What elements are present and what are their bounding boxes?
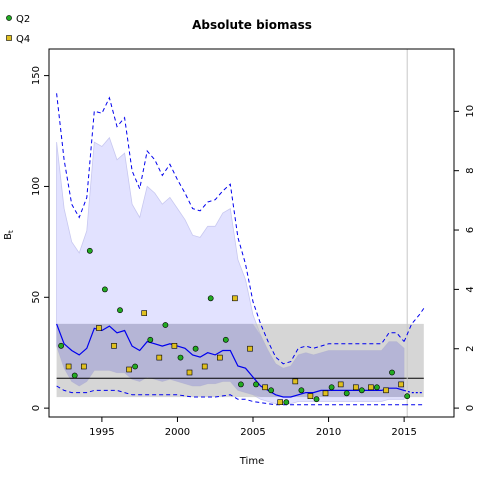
point-q2 — [58, 342, 64, 349]
point-q2 — [102, 286, 108, 293]
point-q4 — [277, 399, 284, 406]
x-tick-label: 2000 — [165, 427, 190, 438]
point-q4 — [156, 354, 163, 361]
point-q2 — [177, 354, 184, 361]
point-q4 — [383, 387, 389, 394]
legend-marker-q2 — [6, 15, 12, 21]
y2-axis: 0 2 4 6 8 10 — [454, 105, 476, 411]
plot-layer — [56, 49, 425, 417]
point-q2 — [253, 381, 259, 388]
point-q4 — [368, 384, 374, 391]
point-q4 — [65, 363, 72, 370]
point-q4 — [126, 366, 132, 373]
point-q2 — [373, 384, 380, 391]
point-q4 — [96, 325, 102, 331]
y-tick-label: 50 — [31, 291, 42, 304]
legend-item-q2: Q2 — [6, 14, 30, 25]
chart-title: Absolute biomass — [192, 18, 312, 32]
x-axis-label: Time — [239, 456, 264, 467]
y2-tick-label: 6 — [465, 227, 476, 233]
point-q2 — [162, 322, 169, 328]
point-q2 — [328, 384, 335, 391]
point-q4 — [307, 393, 314, 400]
y-tick-label: 150 — [31, 66, 42, 85]
plot-frame — [48, 48, 455, 418]
point-q2 — [313, 396, 320, 403]
y-tick-label: 0 — [31, 405, 42, 411]
point-q2 — [207, 295, 214, 302]
point-q2 — [71, 372, 78, 379]
point-q4 — [262, 384, 268, 391]
series-q4 — [65, 295, 404, 406]
band-overlap-area — [56, 323, 405, 397]
y2-tick-label: 2 — [465, 346, 476, 352]
x-tick-label: 2015 — [391, 427, 416, 438]
point-q2 — [283, 399, 290, 406]
point-q2 — [343, 390, 350, 397]
y-axis-label: Bt — [3, 230, 15, 240]
y2-tick-label: 0 — [465, 405, 476, 411]
forecast-upper-line — [403, 308, 425, 342]
point-q2 — [192, 345, 199, 352]
point-q4 — [232, 295, 238, 302]
y-axis-label-main: B — [3, 233, 14, 240]
legend-item-q4: Q4 — [6, 34, 30, 45]
y2-tick-label: 10 — [465, 105, 476, 118]
point-q2 — [132, 363, 138, 370]
point-q2 — [117, 307, 123, 314]
legend-marker-q4 — [6, 35, 12, 41]
x-tick-label: 2010 — [316, 427, 341, 438]
point-q4 — [186, 369, 193, 376]
median-line — [56, 323, 405, 398]
y2-tick-label: 8 — [465, 168, 476, 174]
point-q2 — [298, 387, 305, 394]
point-q2 — [222, 336, 229, 343]
point-q4 — [111, 342, 117, 349]
legend-label-q4: Q4 — [16, 34, 30, 45]
point-q4 — [322, 390, 329, 397]
y-tick-label: 100 — [31, 177, 42, 196]
point-q4 — [201, 363, 208, 370]
x-tick-label: 2005 — [240, 427, 265, 438]
point-q2 — [389, 369, 395, 376]
point-q2 — [237, 381, 244, 388]
point-q2 — [404, 393, 411, 400]
point-q2 — [86, 247, 93, 254]
point-q4 — [247, 345, 253, 352]
y-axis: 0 50 100 150 — [31, 66, 49, 411]
point-q4 — [292, 378, 299, 385]
point-q4 — [141, 310, 147, 316]
y2-tick-label: 4 — [465, 286, 476, 292]
forecast-median-line — [403, 389, 424, 394]
legend: Q2 Q4 — [6, 14, 30, 45]
lower-bound-line — [56, 385, 405, 406]
x-axis: 1995 2000 2005 2010 2015 — [89, 417, 417, 438]
point-q2 — [147, 336, 154, 343]
point-q4 — [398, 381, 404, 388]
y-axis-label-sub: t — [7, 230, 15, 233]
point-q2 — [358, 387, 365, 394]
upper-bound-line — [56, 93, 405, 365]
point-q4 — [171, 342, 178, 349]
legend-label-q2: Q2 — [16, 14, 30, 25]
point-q4 — [81, 363, 87, 370]
series-q2 — [58, 247, 411, 406]
point-q4 — [217, 354, 223, 361]
point-q2 — [268, 387, 274, 394]
point-q4 — [352, 384, 359, 391]
point-q4 — [337, 381, 344, 388]
x-tick-label: 1995 — [89, 427, 114, 438]
